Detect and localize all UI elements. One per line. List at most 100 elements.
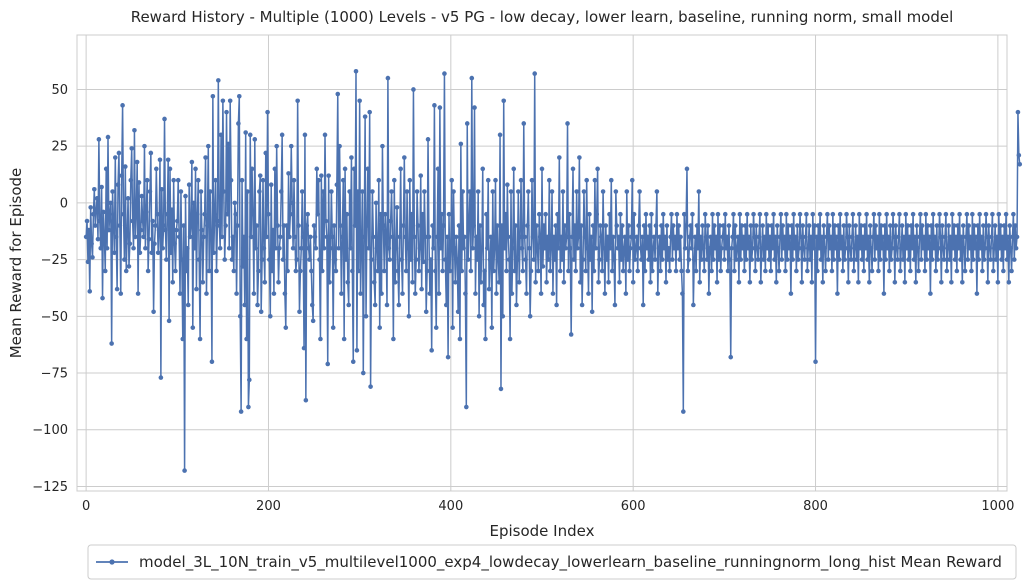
data-point xyxy=(710,211,715,217)
data-point xyxy=(962,268,968,274)
data-point xyxy=(221,189,227,194)
data-point xyxy=(620,268,626,274)
data-point xyxy=(895,257,900,262)
data-point xyxy=(567,211,572,217)
data-point xyxy=(596,279,601,285)
data-point xyxy=(704,257,710,262)
data-point xyxy=(294,257,300,262)
data-point xyxy=(651,234,657,240)
data-point xyxy=(238,409,244,414)
data-point xyxy=(511,166,517,172)
data-point xyxy=(495,223,500,228)
data-point xyxy=(750,245,755,251)
data-point xyxy=(468,268,474,274)
data-point xyxy=(984,234,990,240)
data-point xyxy=(709,268,714,274)
data-point xyxy=(312,234,318,240)
data-point xyxy=(733,257,739,262)
data-point xyxy=(284,223,290,228)
data-point xyxy=(292,234,298,240)
data-point xyxy=(912,234,918,240)
data-point xyxy=(310,318,316,324)
data-point xyxy=(244,336,249,342)
data-point xyxy=(450,325,455,330)
data-point xyxy=(1000,234,1005,240)
data-point xyxy=(921,234,927,240)
y-tick-label: −75 xyxy=(41,367,68,382)
data-point xyxy=(146,236,152,242)
data-point xyxy=(286,171,291,176)
data-point xyxy=(497,132,503,138)
data-point xyxy=(679,268,684,274)
data-point xyxy=(577,279,583,285)
data-point xyxy=(1005,234,1011,240)
data-point xyxy=(763,268,768,274)
data-point xyxy=(998,223,1003,228)
data-point xyxy=(360,189,365,194)
data-point xyxy=(957,211,962,217)
data-point xyxy=(226,141,231,147)
data-point xyxy=(332,257,338,262)
data-point xyxy=(388,218,393,224)
chart-title: Reward History - Multiple (1000) Levels … xyxy=(131,8,954,26)
data-point xyxy=(693,268,699,274)
data-point xyxy=(678,234,683,240)
data-point xyxy=(662,234,668,240)
data-point xyxy=(483,336,488,342)
data-point xyxy=(966,223,972,228)
data-point xyxy=(955,223,961,228)
data-point xyxy=(182,468,187,473)
data-point xyxy=(269,268,275,274)
data-point xyxy=(184,268,189,274)
data-point xyxy=(262,279,268,285)
data-point xyxy=(277,245,282,251)
data-point xyxy=(449,177,455,183)
data-point xyxy=(825,257,831,262)
y-axis-label: Mean Reward for Episode xyxy=(7,168,25,359)
data-point xyxy=(406,314,412,319)
data-point xyxy=(84,218,90,224)
data-point xyxy=(236,93,242,99)
data-point xyxy=(288,143,294,149)
data-point xyxy=(1014,234,1020,240)
data-point xyxy=(960,279,965,285)
data-point xyxy=(830,211,836,217)
data-point xyxy=(739,223,744,228)
data-point xyxy=(882,223,888,228)
data-point xyxy=(726,223,732,228)
data-point xyxy=(963,234,969,240)
data-point xyxy=(798,234,804,240)
data-point xyxy=(681,409,686,414)
data-point xyxy=(336,245,341,251)
data-point xyxy=(223,223,228,228)
data-point xyxy=(291,177,297,183)
data-point xyxy=(612,302,618,308)
data-point xyxy=(357,98,362,104)
data-point xyxy=(139,193,145,199)
data-point xyxy=(627,268,632,274)
y-tick-label: −125 xyxy=(32,480,68,495)
data-point xyxy=(508,189,514,194)
data-point xyxy=(302,132,308,138)
data-point xyxy=(877,211,882,217)
data-point xyxy=(959,234,964,240)
data-point xyxy=(680,291,685,296)
data-point xyxy=(162,116,167,122)
data-point xyxy=(578,223,584,228)
data-point xyxy=(410,279,415,285)
data-point xyxy=(832,223,837,228)
data-point xyxy=(981,257,987,262)
data-point xyxy=(422,189,427,194)
data-point xyxy=(806,223,812,228)
data-point xyxy=(639,234,645,240)
data-point xyxy=(186,182,192,188)
data-point xyxy=(991,245,997,251)
data-point xyxy=(112,155,118,160)
data-point xyxy=(337,143,342,149)
data-point xyxy=(109,341,114,346)
data-point xyxy=(613,189,619,194)
data-point xyxy=(861,268,867,274)
data-point xyxy=(724,234,730,240)
data-point xyxy=(834,234,839,240)
data-point xyxy=(788,291,794,296)
